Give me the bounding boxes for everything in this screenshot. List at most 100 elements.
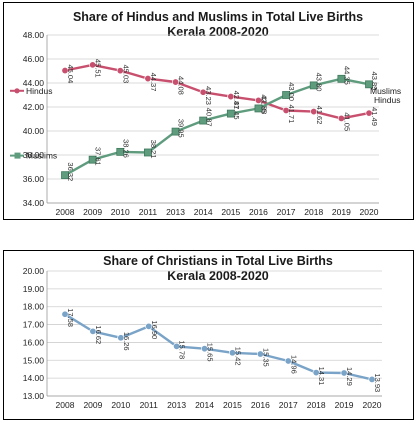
data-label: 41.88 — [259, 96, 268, 115]
data-point — [365, 109, 373, 117]
y-tick-label: 48.00 — [23, 30, 45, 40]
x-tick-label: 2015 — [223, 400, 242, 410]
data-point — [282, 91, 290, 99]
data-label: 14.96 — [289, 355, 298, 374]
data-point — [199, 88, 207, 96]
chart-panel-christians: Share of Christians in Total Live Births… — [3, 250, 414, 420]
y-tick-label: 46.00 — [23, 54, 45, 64]
x-tick-label: 2017 — [277, 207, 296, 217]
chart-title: Share of Christians in Total Live Births — [103, 254, 333, 268]
data-point — [337, 74, 346, 83]
data-label: 42.87 — [232, 91, 241, 110]
data-point — [199, 116, 208, 125]
data-label: 13.93 — [373, 373, 382, 392]
data-point — [61, 67, 69, 75]
data-label: 45.51 — [94, 59, 103, 78]
series-line-hindus — [64, 63, 370, 120]
data-point — [310, 108, 318, 116]
data-label: 44.08 — [176, 76, 185, 95]
x-tick-label: 2014 — [194, 207, 213, 217]
series-line-muslims — [64, 77, 370, 177]
data-point — [201, 345, 209, 353]
x-tick-label: 2009 — [83, 207, 102, 217]
data-point — [282, 106, 290, 114]
data-point — [116, 147, 125, 156]
y-tick-label: 42.00 — [23, 102, 45, 112]
data-label: 41.49 — [370, 107, 379, 126]
chart-hindus-muslims: Share of Hindus and Muslims in Total Liv… — [10, 10, 401, 217]
chart-subtitle: Kerala 2008-2020 — [167, 269, 269, 283]
data-point — [312, 369, 320, 377]
chart-subtitle: Kerala 2008-2020 — [167, 25, 269, 39]
data-label: 36.32 — [66, 162, 75, 181]
data-label: 43.80 — [315, 73, 324, 92]
data-point — [254, 104, 263, 113]
data-label: 40.87 — [204, 108, 213, 127]
data-label: 16.26 — [122, 332, 131, 351]
x-tick-label: 2019 — [332, 207, 351, 217]
data-point — [254, 96, 262, 104]
data-point — [284, 357, 292, 365]
x-tick-label: 2020 — [363, 400, 382, 410]
data-point — [365, 80, 373, 89]
data-point — [171, 127, 180, 136]
x-tick-label: 2020 — [360, 207, 379, 217]
data-point — [145, 322, 153, 330]
series-legend-marker-hindus — [14, 88, 20, 94]
data-point — [144, 148, 152, 157]
data-point — [172, 78, 180, 86]
data-label: 37.61 — [94, 147, 103, 166]
end-label-muslims: Muslims — [370, 86, 401, 96]
x-tick-label: 2008 — [56, 207, 75, 217]
data-label: 43.89 — [370, 72, 379, 91]
y-tick-label: 18.00 — [23, 302, 45, 312]
y-tick-label: 15.00 — [23, 355, 45, 365]
end-label-hindus: Hindus — [374, 95, 400, 105]
x-tick-label: 2014 — [195, 400, 214, 410]
x-tick-label: 2016 — [251, 400, 270, 410]
y-tick-label: 16.00 — [23, 337, 45, 347]
x-tick-label: 2011 — [140, 400, 159, 410]
data-label: 45.03 — [121, 65, 130, 84]
x-tick-label: 2016 — [249, 207, 268, 217]
data-label: 43.23 — [204, 86, 213, 105]
chart-title: Share of Hindus and Muslims in Total Liv… — [73, 10, 363, 24]
series-legend-marker-muslims — [14, 152, 21, 159]
data-point — [227, 93, 235, 101]
x-tick-label: 2013 — [166, 207, 185, 217]
data-label: 42.55 — [260, 94, 269, 113]
data-point — [88, 155, 97, 164]
x-tick-label: 2008 — [56, 400, 75, 410]
y-tick-label: 36.00 — [23, 174, 45, 184]
x-tick-label: 2013 — [167, 400, 186, 410]
y-tick-label: 38.00 — [23, 150, 45, 160]
data-point — [228, 349, 236, 357]
data-label: 41.05 — [342, 112, 351, 131]
data-point — [89, 327, 97, 335]
data-point — [226, 109, 235, 118]
chart-panel-hindus-muslims: Share of Hindus and Muslims in Total Liv… — [3, 2, 414, 220]
data-label: 43.00 — [287, 82, 296, 101]
x-tick-label: 2018 — [307, 400, 326, 410]
data-label: 16.90 — [150, 320, 159, 339]
data-point — [368, 375, 376, 383]
data-point — [309, 81, 318, 90]
x-tick-label: 2018 — [304, 207, 323, 217]
y-tick-label: 34.00 — [23, 198, 45, 208]
x-tick-label: 2009 — [83, 400, 102, 410]
data-label: 41.45 — [232, 101, 241, 120]
data-label: 45.04 — [66, 65, 75, 84]
x-tick-label: 2019 — [335, 400, 354, 410]
x-tick-label: 2011 — [139, 207, 158, 217]
y-tick-label: 20.00 — [23, 266, 45, 276]
data-point — [61, 171, 69, 180]
data-label: 44.35 — [342, 66, 351, 85]
data-label: 14.31 — [317, 367, 326, 386]
series-label-hindus: Hindus — [26, 86, 52, 96]
x-tick-label: 2017 — [279, 400, 298, 410]
data-point — [340, 369, 348, 377]
data-label: 38.26 — [121, 139, 130, 158]
data-label: 38.21 — [149, 140, 158, 159]
x-tick-label: 2015 — [221, 207, 240, 217]
data-point — [173, 342, 181, 350]
